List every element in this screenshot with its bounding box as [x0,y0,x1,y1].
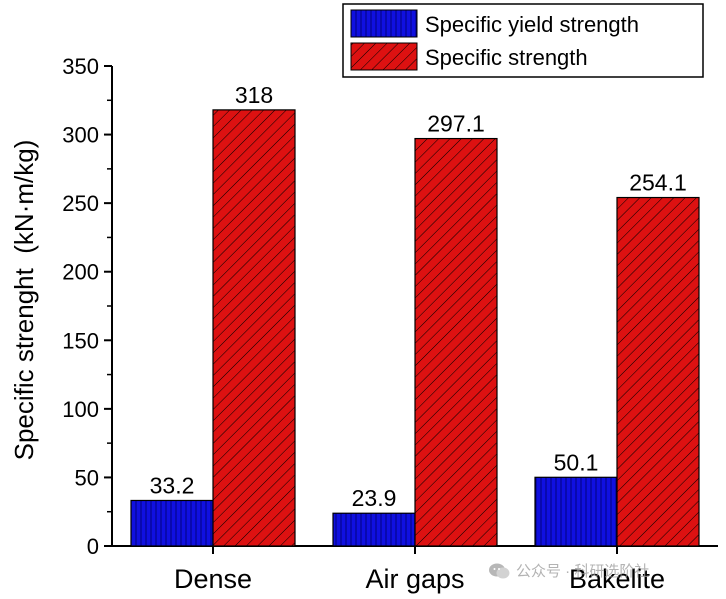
legend-label-strength: Specific strength [425,45,588,70]
watermark: 公众号 · 科研选阶社 [488,560,649,581]
bar-strength-2 [616,196,700,547]
y-tick-labels: 0 50 100 150 200 250 300 350 [62,54,99,559]
bar-value-label: 297.1 [427,111,485,137]
x-tick-label: Air gaps [365,564,464,594]
y-axis-title: Specific strenght (kN·m/kg) [9,140,39,461]
y-tick-label: 50 [75,465,99,490]
bar-yield-0 [130,499,214,547]
legend-label-yield: Specific yield strength [425,12,639,37]
legend-swatch-yield [350,9,418,38]
bar-strength-0 [212,109,296,547]
legend: Specific yield strength Specific strengt… [342,3,704,78]
bar-value-label: 318 [235,82,273,108]
x-tick-label: Bakelite [569,564,665,594]
bars [130,109,700,547]
x-tick-label: Dense [174,564,252,594]
y-tick-label: 0 [87,534,99,559]
bar-yield-2 [534,476,618,547]
y-tick-label: 300 [62,123,99,148]
x-tick-labels: Dense Air gaps Bakelite [174,564,665,594]
bar-value-label: 23.9 [352,485,397,511]
y-tick-label: 100 [62,397,99,422]
bar-labels: 33.2 318 23.9 297.1 50.1 254.1 [150,82,687,511]
watermark-text: 公众号 · 科研选阶社 [516,563,650,580]
wechat-icon [489,563,510,578]
bar-value-label: 33.2 [150,472,195,498]
legend-swatch-strength [350,42,418,71]
bar-strength-1 [414,137,498,547]
bar-value-label: 254.1 [629,170,687,196]
bar-yield-1 [332,512,416,547]
bar-value-label: 50.1 [554,449,599,475]
y-tick-label: 150 [62,328,99,353]
y-tick-label: 250 [62,191,99,216]
y-tick-label: 200 [62,260,99,285]
y-tick-label: 350 [62,54,99,79]
